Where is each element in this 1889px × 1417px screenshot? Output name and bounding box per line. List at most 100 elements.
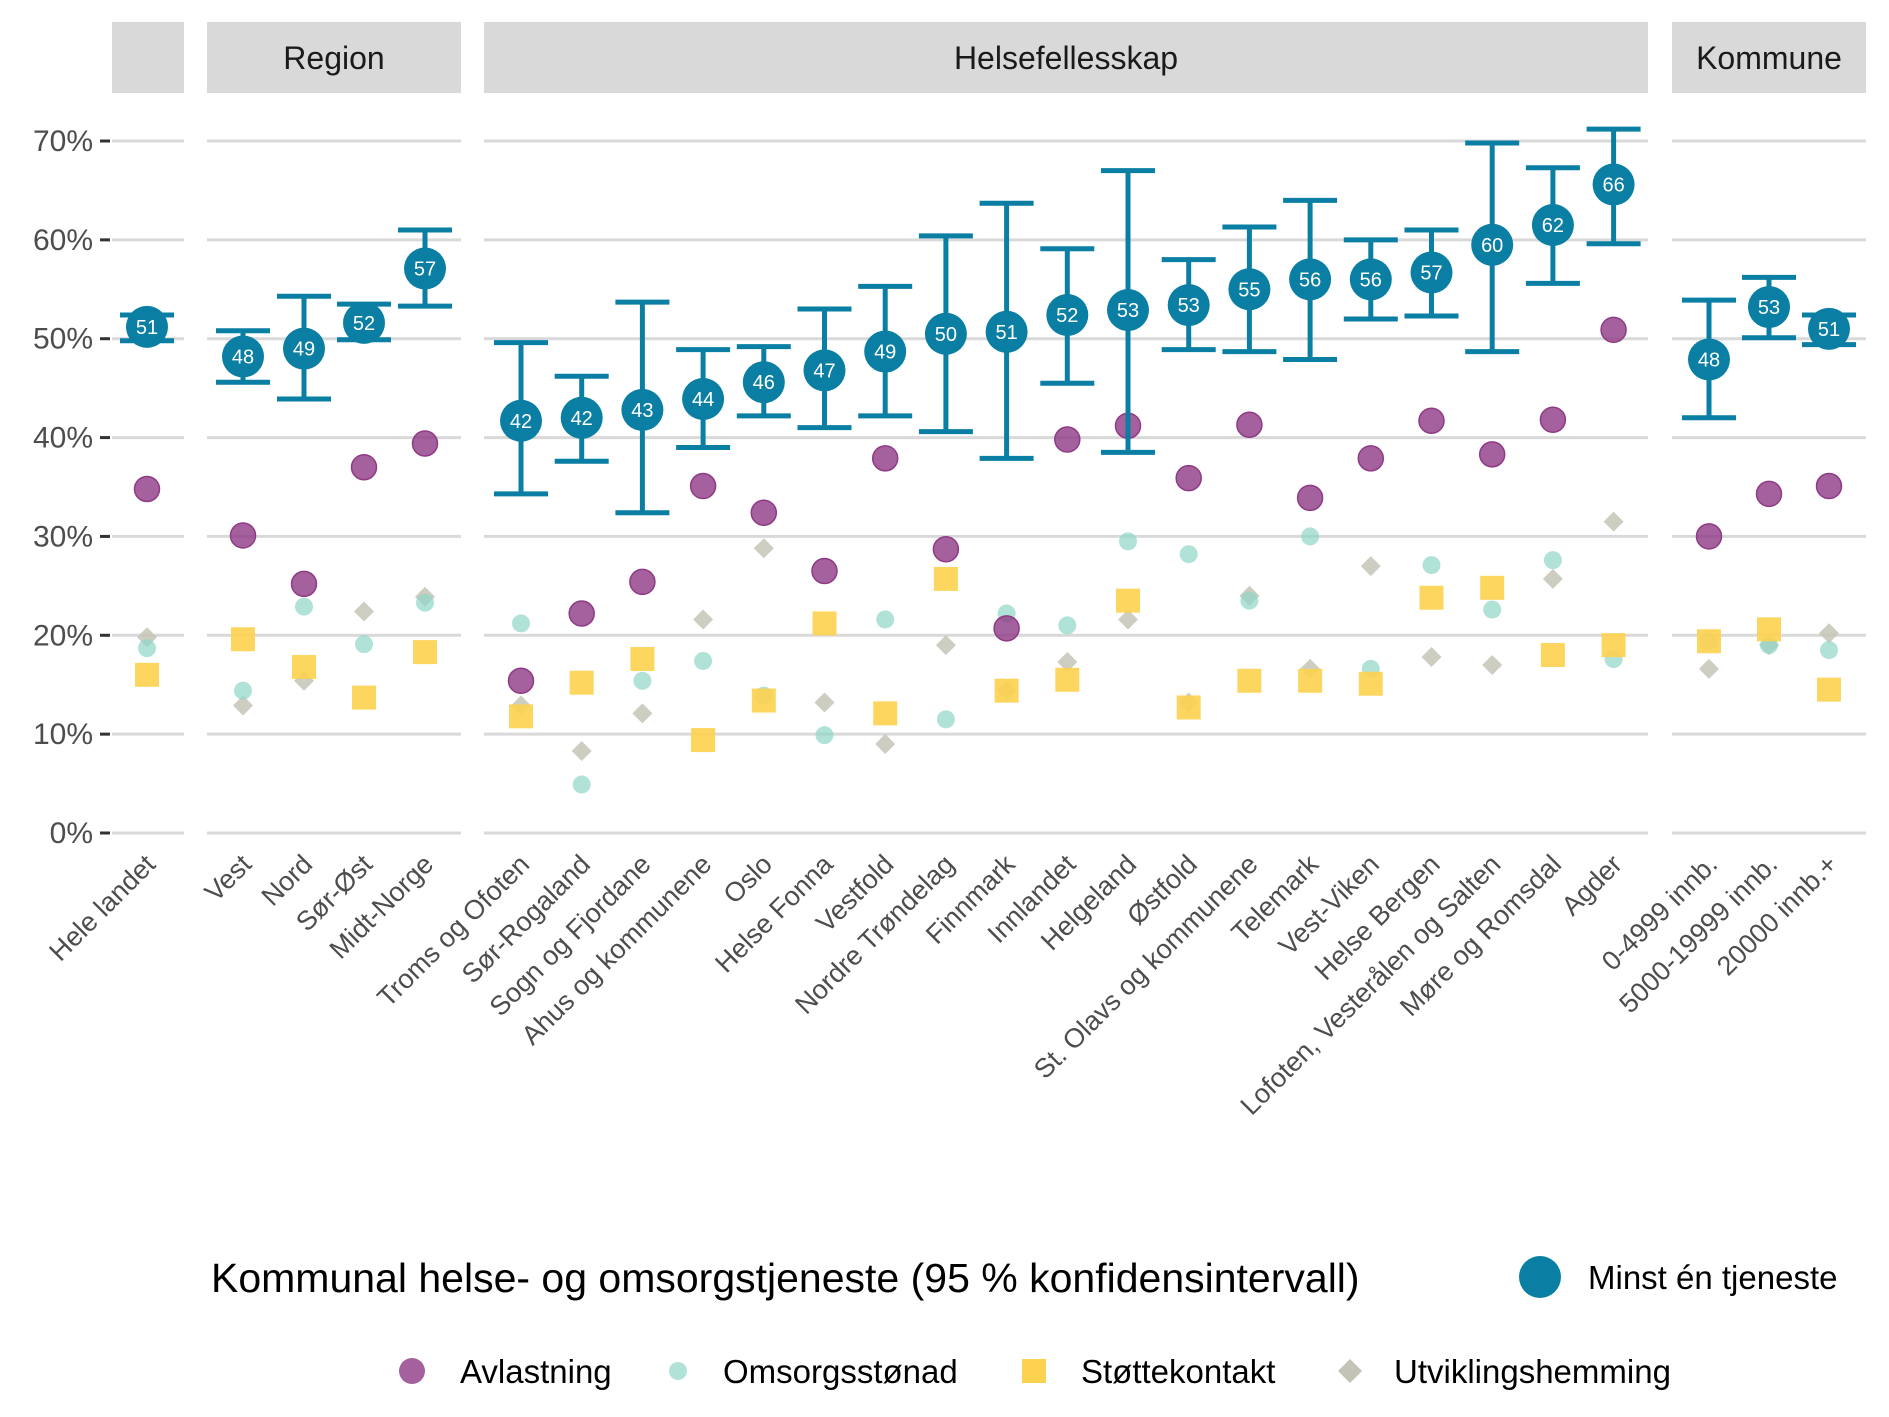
legend-title: Kommunal helse- og omsorgstjeneste (95 %… bbox=[211, 1255, 1360, 1301]
main-point bbox=[1107, 289, 1149, 332]
legend-stottekontakt-label: Støttekontakt bbox=[1081, 1353, 1275, 1390]
utviklingshemming-point bbox=[875, 734, 896, 755]
omsorgsstonad-point bbox=[633, 671, 652, 690]
main-point bbox=[560, 396, 603, 439]
avlastning-point bbox=[1755, 480, 1783, 508]
data-label: 53 bbox=[1117, 300, 1139, 322]
data-label: 51 bbox=[995, 322, 1017, 344]
main-point bbox=[1349, 258, 1392, 301]
category-group: 51 bbox=[979, 200, 1034, 703]
utviklingshemming-point bbox=[571, 740, 592, 761]
omsorgsstonad-point bbox=[1301, 527, 1320, 546]
data-label: 55 bbox=[1238, 279, 1260, 301]
category-group: 57 bbox=[1404, 227, 1459, 668]
data-label: 60 bbox=[1481, 235, 1503, 257]
facet-strip bbox=[484, 22, 1648, 93]
y-tick-label: 20% bbox=[33, 619, 93, 652]
category-group: 48 bbox=[216, 328, 270, 716]
data-label: 57 bbox=[1420, 262, 1442, 284]
stottekontakt-point bbox=[1116, 588, 1140, 613]
main-point bbox=[1046, 293, 1089, 336]
y-tick-label: 60% bbox=[33, 224, 93, 257]
category-group: 49 bbox=[277, 293, 331, 691]
data-label: 50 bbox=[935, 324, 957, 346]
avlastning-point bbox=[932, 536, 960, 563]
stottekontakt-point bbox=[1419, 585, 1444, 610]
stottekontakt-point bbox=[1697, 629, 1721, 654]
omsorgsstonad-point bbox=[355, 635, 373, 654]
category-group: 51 bbox=[120, 305, 174, 687]
avlastning-point bbox=[507, 667, 535, 695]
omsorgsstonad-point bbox=[1179, 545, 1198, 564]
main-point bbox=[1592, 163, 1635, 206]
category-group: 49 bbox=[858, 283, 913, 755]
main-point bbox=[1228, 268, 1271, 311]
avlastning-point bbox=[290, 570, 318, 598]
main-point bbox=[985, 310, 1028, 353]
data-label: 66 bbox=[1602, 174, 1624, 196]
stottekontakt-point bbox=[933, 566, 958, 591]
utviklingshemming-point bbox=[1603, 511, 1624, 532]
category-group: 43 bbox=[615, 299, 670, 724]
data-label: 51 bbox=[136, 317, 158, 339]
avlastning-point bbox=[811, 557, 838, 585]
y-tick-label: 50% bbox=[33, 323, 93, 356]
avlastning-point bbox=[750, 499, 778, 526]
category-group: 47 bbox=[797, 306, 852, 745]
category-group: 53 bbox=[1101, 168, 1155, 630]
avlastning-point bbox=[629, 568, 656, 596]
main-point bbox=[803, 349, 846, 392]
omsorgsstonad-point bbox=[1820, 641, 1838, 660]
omsorgsstonad-point bbox=[295, 597, 313, 616]
category-group: 52 bbox=[1040, 246, 1095, 692]
legend-avlastning-label: Avlastning bbox=[460, 1353, 612, 1390]
legend-omsorgsstonad-label: Omsorgsstønad bbox=[723, 1353, 958, 1390]
x-tick-label: Agder bbox=[1556, 849, 1628, 921]
data-label: 43 bbox=[631, 400, 653, 422]
stottekontakt-point bbox=[292, 654, 316, 679]
category-group: 55 bbox=[1222, 224, 1277, 693]
main-point bbox=[222, 335, 264, 378]
legend-avlastning-marker bbox=[399, 1358, 425, 1384]
data-label: 56 bbox=[1299, 269, 1321, 291]
main-point bbox=[742, 361, 785, 404]
omsorgsstonad-point bbox=[138, 639, 156, 658]
omsorgsstonad-point bbox=[572, 775, 591, 794]
category-group: 53 bbox=[1161, 257, 1216, 720]
category-group: 53 bbox=[1742, 274, 1796, 656]
stottekontakt-point bbox=[630, 647, 655, 672]
avlastning-point bbox=[1175, 464, 1202, 492]
facet-strip-title: Region bbox=[283, 40, 384, 76]
main-point bbox=[1167, 284, 1210, 327]
category-group: 44 bbox=[676, 347, 731, 753]
main-point bbox=[500, 399, 542, 442]
y-tick-label: 0% bbox=[50, 817, 93, 850]
omsorgsstonad-point bbox=[1119, 532, 1137, 551]
x-axis: Hele landet VestNordSør-ØstMidt-NorgeTrom… bbox=[43, 848, 1843, 1120]
stottekontakt-point bbox=[1358, 671, 1383, 696]
legend-main-marker bbox=[1519, 1256, 1561, 1298]
facet-strips: Region Helsefellesskap Kommune bbox=[112, 22, 1866, 93]
main-point bbox=[1410, 251, 1453, 294]
legend-utviklingshemming-marker bbox=[1338, 1359, 1362, 1383]
main-point bbox=[1688, 338, 1730, 381]
category-group: 46 bbox=[736, 344, 791, 713]
utviklingshemming-point bbox=[1482, 654, 1503, 675]
avlastning-point bbox=[1236, 411, 1263, 438]
data-label: 49 bbox=[874, 342, 896, 364]
omsorgsstonad-point bbox=[694, 651, 713, 670]
category-group: 52 bbox=[337, 301, 391, 710]
legend-main-label: Minst én tjeneste bbox=[1588, 1259, 1837, 1296]
data-label: 46 bbox=[753, 372, 775, 394]
utviklingshemming-point bbox=[1118, 609, 1138, 630]
stottekontakt-point bbox=[1237, 668, 1262, 693]
category-group: 57 bbox=[398, 227, 452, 665]
stottekontakt-point bbox=[1540, 643, 1565, 668]
legend-utviklingshemming-label: Utviklingshemming bbox=[1394, 1353, 1671, 1390]
avlastning-point bbox=[1054, 426, 1081, 453]
main-point bbox=[1471, 223, 1514, 266]
category-group: 48 bbox=[1682, 297, 1736, 679]
main-point bbox=[1289, 258, 1332, 301]
avlastning-point bbox=[229, 522, 257, 549]
